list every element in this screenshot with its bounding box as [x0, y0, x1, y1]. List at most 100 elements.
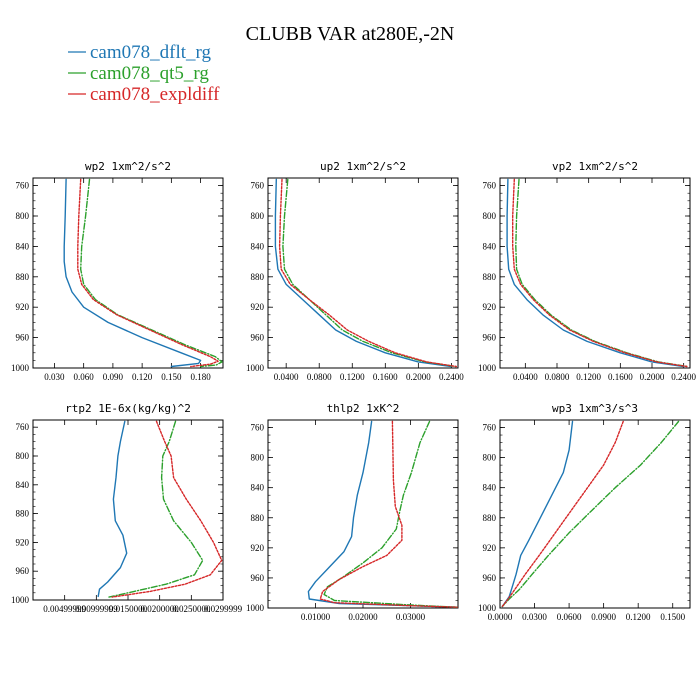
y-tick-label: 920: [483, 543, 497, 553]
series-line-cam078_dflt_rg: [501, 420, 574, 608]
y-tick-label: 960: [16, 333, 30, 343]
y-tick-label: 1000: [478, 603, 497, 613]
series-line-cam078_expldiff: [111, 420, 223, 598]
x-tick-label: 0.120: [132, 372, 153, 382]
chart-panel: rtp2 1E-6x(kg/kg)^2 760 800 840 880 920 960 100…: [11, 402, 243, 614]
y-tick-label: 1000: [11, 595, 30, 605]
series-line-cam078_qt5_rg: [80, 178, 223, 368]
x-tick-label: 0.2400: [439, 372, 464, 382]
x-tick-label: 0.0400: [274, 372, 299, 382]
y-tick-label: 920: [251, 543, 265, 553]
y-tick-label: 760: [16, 422, 30, 432]
x-tick-label: 0.0299999: [204, 604, 243, 614]
series-line-cam078_expldiff: [512, 178, 688, 368]
x-tick-label: 0.0150000: [109, 604, 148, 614]
y-tick-label: 1000: [478, 363, 497, 373]
y-tick-label: 960: [483, 333, 497, 343]
series-line-cam078_qt5_rg: [501, 420, 680, 608]
x-tick-label: 0.0300: [522, 612, 547, 622]
panels: wp2 1xm^2/s^2 760 800 840 880 920 960 1000 0.030…: [11, 160, 697, 622]
y-tick-label: 960: [251, 573, 265, 583]
x-tick-label: 0.2400: [671, 372, 696, 382]
panel-title: vp2 1xm^2/s^2: [552, 160, 638, 173]
x-tick-label: 0.150: [161, 372, 182, 382]
series-line-cam078_qt5_rg: [323, 420, 458, 608]
x-tick-label: 0.00999999: [75, 604, 118, 614]
y-tick-label: 920: [16, 537, 30, 547]
x-tick-label: 0.03000: [396, 612, 426, 622]
y-tick-label: 800: [251, 453, 265, 463]
y-tick-label: 920: [251, 302, 265, 312]
legend-label: cam078_expldiff: [90, 84, 220, 105]
x-tick-label: 0.2000: [406, 372, 431, 382]
y-tick-label: 800: [16, 211, 30, 221]
plot-frame: [499, 419, 691, 609]
y-tick-label: 960: [16, 566, 30, 576]
y-tick-label: 760: [483, 423, 497, 433]
x-tick-label: 0.01000: [301, 612, 331, 622]
y-tick-label: 1000: [246, 603, 265, 613]
y-tick-label: 800: [16, 451, 30, 461]
panel-title: thlp2 1xK^2: [327, 402, 400, 415]
series-line-cam078_dflt_rg: [307, 420, 458, 608]
x-tick-label: 0.2000: [640, 372, 665, 382]
x-tick-label: 0.180: [190, 372, 211, 382]
chart-panel: vp2 1xm^2/s^2 760 800 840 880 920 960 1000 0.040…: [478, 160, 697, 382]
y-tick-label: 840: [16, 480, 30, 490]
y-tick-label: 760: [483, 181, 497, 191]
series-line-cam078_dflt_rg: [97, 420, 128, 598]
panel-title: wp2 1xm^2/s^2: [85, 160, 171, 173]
x-tick-label: 0.0200000: [141, 604, 180, 614]
panel-title: rtp2 1E-6x(kg/kg)^2: [65, 402, 191, 415]
y-tick-label: 920: [483, 302, 497, 312]
y-tick-label: 800: [483, 453, 497, 463]
legend: cam078_dflt_rgcam078_qt5_rgcam078_expldi…: [68, 42, 220, 105]
x-tick-label: 0.0600: [557, 612, 582, 622]
y-tick-label: 760: [251, 423, 265, 433]
chart-panel: thlp2 1xK^2 760 800 840 880 920 960 1000 0.01000…: [246, 402, 459, 622]
y-tick-label: 880: [483, 513, 497, 523]
series-line-cam078_dflt_rg: [274, 178, 453, 368]
y-tick-label: 920: [16, 302, 30, 312]
chart-panel: up2 1xm^2/s^2 760 800 840 880 920 960 1000 0.040…: [246, 160, 464, 382]
y-tick-label: 840: [251, 241, 265, 251]
series-line-cam078_expldiff: [77, 178, 219, 368]
x-tick-label: 0.1200: [626, 612, 651, 622]
x-tick-label: 0.0900: [591, 612, 616, 622]
y-tick-label: 800: [483, 211, 497, 221]
x-tick-label: 0.0000: [488, 612, 513, 622]
series-line-cam078_expldiff: [278, 178, 457, 368]
x-tick-label: 0.1500: [660, 612, 685, 622]
y-tick-label: 840: [16, 241, 30, 251]
series-line-cam078_qt5_rg: [282, 178, 457, 368]
y-tick-label: 880: [251, 513, 265, 523]
x-tick-label: 0.030: [44, 372, 65, 382]
y-tick-label: 840: [483, 241, 497, 251]
plot-frame: [32, 419, 224, 601]
series-line-cam078_expldiff: [319, 420, 458, 608]
x-tick-label: 0.1200: [340, 372, 365, 382]
plot-frame: [499, 177, 691, 369]
series-line-cam078_dflt_rg: [63, 178, 202, 368]
panel-title: up2 1xm^2/s^2: [320, 160, 406, 173]
y-tick-label: 880: [16, 509, 30, 519]
x-tick-label: 0.0400: [513, 372, 538, 382]
legend-label: cam078_qt5_rg: [90, 63, 209, 84]
series-line-cam078_qt5_rg: [108, 420, 204, 598]
panel-title: wp3 1xm^3/s^3: [552, 402, 638, 415]
y-tick-label: 840: [251, 483, 265, 493]
x-tick-label: 0.090: [103, 372, 124, 382]
y-tick-label: 840: [483, 483, 497, 493]
x-tick-label: 0.0250000: [172, 604, 211, 614]
y-tick-label: 760: [251, 181, 265, 191]
plot-frame: [267, 419, 459, 609]
y-tick-label: 880: [483, 272, 497, 282]
series-line-cam078_qt5_rg: [515, 178, 689, 368]
x-tick-label: 0.00499999: [43, 604, 86, 614]
x-tick-label: 0.1600: [608, 372, 633, 382]
x-tick-label: 0.0800: [545, 372, 570, 382]
chart-panel: wp2 1xm^2/s^2 760 800 840 880 920 960 1000 0.030…: [11, 160, 224, 382]
y-tick-label: 960: [483, 573, 497, 583]
chart-panel: wp3 1xm^3/s^3 760 800 840 880 920 960 10000.000…: [478, 402, 691, 622]
